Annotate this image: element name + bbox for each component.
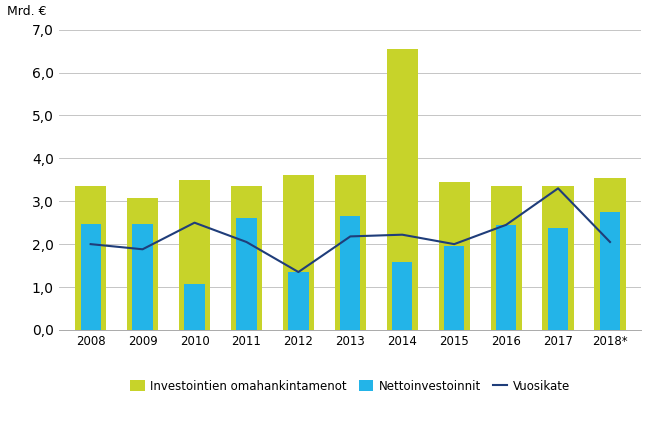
Bar bbox=[132, 224, 153, 330]
Bar bbox=[387, 49, 418, 330]
Bar bbox=[439, 182, 470, 330]
Bar bbox=[594, 178, 625, 330]
Bar bbox=[179, 180, 210, 330]
Bar bbox=[231, 186, 262, 330]
Bar bbox=[490, 186, 522, 330]
Bar bbox=[496, 225, 516, 330]
Bar bbox=[127, 198, 158, 330]
Bar bbox=[283, 176, 314, 330]
Bar bbox=[548, 228, 568, 330]
Bar bbox=[392, 262, 412, 330]
Bar bbox=[340, 216, 360, 330]
Bar bbox=[444, 246, 464, 330]
Bar bbox=[81, 224, 100, 330]
Bar bbox=[334, 176, 366, 330]
Bar bbox=[288, 272, 309, 330]
Bar bbox=[184, 283, 205, 330]
Bar bbox=[237, 217, 256, 330]
Bar bbox=[600, 212, 620, 330]
Text: Mrd. €: Mrd. € bbox=[7, 5, 47, 18]
Legend: Investointien omahankintamenot, Nettoinvestoinnit, Vuosikate: Investointien omahankintamenot, Nettoinv… bbox=[126, 375, 575, 397]
Bar bbox=[75, 186, 106, 330]
Bar bbox=[543, 186, 574, 330]
